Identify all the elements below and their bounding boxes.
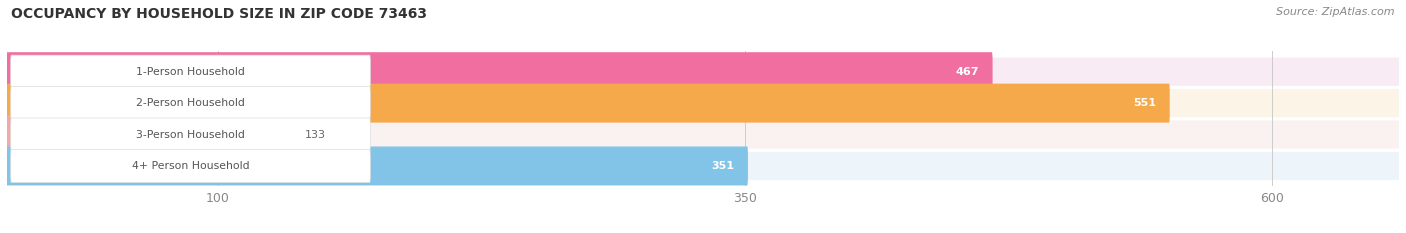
FancyBboxPatch shape <box>7 147 748 185</box>
Text: 551: 551 <box>1133 98 1156 108</box>
FancyBboxPatch shape <box>7 89 1399 117</box>
Text: Source: ZipAtlas.com: Source: ZipAtlas.com <box>1277 7 1395 17</box>
FancyBboxPatch shape <box>7 58 1399 86</box>
Text: 351: 351 <box>711 161 734 171</box>
FancyBboxPatch shape <box>7 120 1399 149</box>
Text: 1-Person Household: 1-Person Household <box>136 67 245 77</box>
Text: 2-Person Household: 2-Person Household <box>136 98 245 108</box>
FancyBboxPatch shape <box>7 115 288 154</box>
FancyBboxPatch shape <box>11 118 370 151</box>
Text: OCCUPANCY BY HOUSEHOLD SIZE IN ZIP CODE 73463: OCCUPANCY BY HOUSEHOLD SIZE IN ZIP CODE … <box>11 7 427 21</box>
FancyBboxPatch shape <box>11 55 370 88</box>
Text: 133: 133 <box>304 130 325 140</box>
FancyBboxPatch shape <box>7 84 1170 123</box>
FancyBboxPatch shape <box>7 152 1399 180</box>
FancyBboxPatch shape <box>7 52 993 91</box>
Text: 467: 467 <box>956 67 979 77</box>
Text: 3-Person Household: 3-Person Household <box>136 130 245 140</box>
Text: 4+ Person Household: 4+ Person Household <box>132 161 249 171</box>
FancyBboxPatch shape <box>11 149 370 182</box>
FancyBboxPatch shape <box>11 86 370 120</box>
